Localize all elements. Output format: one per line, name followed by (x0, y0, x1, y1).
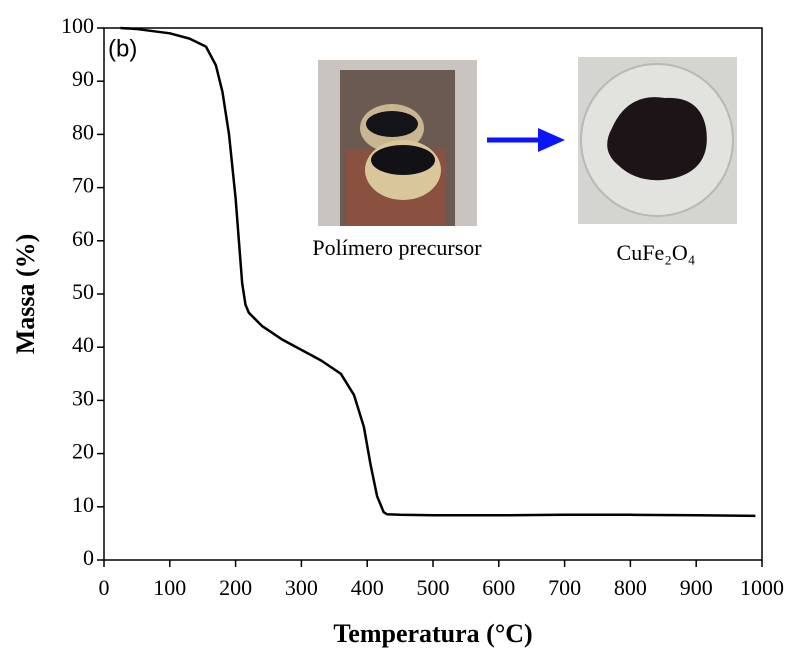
y-tick-label: 10 (72, 492, 94, 517)
y-tick-label: 50 (72, 279, 94, 304)
x-tick-label: 800 (614, 575, 647, 600)
y-tick-label: 100 (61, 13, 94, 38)
x-tick-label: 900 (680, 575, 713, 600)
y-tick-label: 0 (83, 545, 94, 570)
arrow (487, 128, 565, 152)
inset-photo-precursor (318, 60, 477, 226)
x-tick-label: 200 (219, 575, 252, 600)
y-tick-label: 90 (72, 66, 94, 91)
annotation: Polímero precursor (312, 235, 482, 260)
y-axis-title: Massa (%) (11, 234, 40, 355)
data-line (120, 26, 756, 518)
inset-photo-product (578, 57, 737, 224)
panel-label: (b) (108, 35, 137, 62)
x-tick-label: 0 (99, 575, 110, 600)
x-tick-label: 700 (548, 575, 581, 600)
y-tick-label: 70 (72, 173, 94, 198)
y-tick-label: 40 (72, 332, 94, 357)
x-axis-title: Temperatura (°C) (333, 619, 532, 648)
y-tick-label: 80 (72, 119, 94, 144)
x-tick-label: 600 (482, 575, 515, 600)
y-tick-label: 20 (72, 439, 94, 464)
y-tick-label: 60 (72, 226, 94, 251)
x-tick-label: 100 (153, 575, 186, 600)
x-tick-label: 1000 (740, 575, 784, 600)
x-tick-label: 500 (417, 575, 450, 600)
x-tick-label: 300 (285, 575, 318, 600)
y-tick-label: 30 (72, 385, 94, 410)
annotation: CuFe₂O₄ (617, 240, 696, 265)
x-tick-label: 400 (351, 575, 384, 600)
